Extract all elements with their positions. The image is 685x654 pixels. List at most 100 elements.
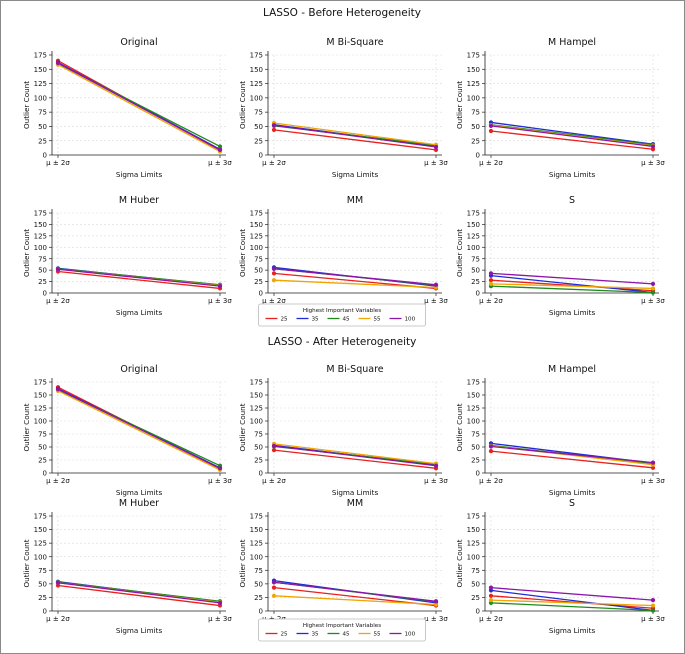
y-tick-label: 0	[43, 608, 47, 616]
y-tick-label: 100	[250, 418, 263, 426]
y-tick-label: 150	[467, 526, 480, 534]
legend-label-25: 25	[281, 632, 289, 638]
subplot-1-0: 0 25 50 75 100 125 150 175 μ ± 2σ μ ± 3σ Original S…	[22, 364, 232, 497]
y-tick-label: 125	[250, 232, 263, 240]
y-tick-label: 25	[254, 457, 263, 465]
y-tick-label: 50	[38, 580, 47, 588]
subplot-0-3: 0 25 50 75 100 125 150 175 μ ± 2σ μ ± 3σ M Huber Si…	[22, 195, 232, 317]
y-tick-label: 75	[38, 109, 47, 117]
legend-label-100: 100	[405, 317, 416, 323]
y-tick-label: 175	[250, 513, 263, 521]
y-tick-label: 100	[34, 418, 47, 426]
y-tick-label: 100	[34, 244, 47, 252]
y-axis-label: Outlier Count	[22, 81, 31, 129]
series-line-100	[273, 268, 437, 286]
y-axis-label: Outlier Count	[238, 81, 247, 129]
series-line-45	[490, 124, 654, 146]
subplot-0-2: 0 25 50 75 100 125 150 175 μ ± 2σ μ ± 3σ M Hampel S…	[455, 37, 665, 179]
series-line-25	[490, 595, 654, 609]
y-tick-label: 25	[38, 137, 47, 145]
x-tick-label: μ ± 3σ	[424, 297, 448, 305]
y-tick-label: 0	[476, 290, 480, 298]
data-point-100	[488, 271, 494, 276]
data-point-100	[55, 387, 61, 392]
y-tick-label: 125	[467, 80, 480, 88]
data-point-100	[55, 580, 61, 585]
y-tick-label: 125	[250, 80, 263, 88]
y-tick-label: 0	[476, 470, 480, 478]
y-tick-label: 150	[34, 66, 47, 74]
subplot-1-2: 0 25 50 75 100 125 150 175 μ ± 2σ μ ± 3σ M Hampel S…	[455, 364, 665, 497]
series-line-100	[57, 582, 221, 604]
y-tick-label: 25	[471, 457, 480, 465]
y-axis-label: Outlier Count	[238, 229, 247, 277]
x-tick-label: μ ± 2σ	[262, 159, 286, 167]
x-tick-label: μ ± 2σ	[46, 297, 70, 305]
data-point-55	[650, 286, 656, 291]
subplot-title: M Huber	[119, 498, 159, 509]
series-line-55	[57, 390, 221, 471]
series-line-55	[57, 64, 221, 153]
legend-box	[258, 618, 426, 642]
data-point-25	[271, 271, 277, 276]
series-line-45	[490, 285, 654, 294]
x-tick-label: μ ± 2σ	[479, 477, 503, 485]
subplot-title: S	[569, 195, 575, 206]
subplot-title: M Hampel	[548, 364, 596, 375]
subplot-title: MM	[347, 195, 363, 206]
y-tick-label: 150	[250, 221, 263, 229]
y-tick-label: 100	[34, 553, 47, 561]
y-tick-label: 150	[34, 221, 47, 229]
y-tick-label: 125	[250, 405, 263, 413]
y-tick-label: 0	[43, 470, 47, 478]
subplot-title: M Bi-Square	[326, 364, 383, 375]
x-tick-label: μ ± 3σ	[424, 159, 448, 167]
x-axis-label: Sigma Limits	[116, 170, 163, 179]
subplot-1-3: 0 25 50 75 100 125 150 175 μ ± 2σ μ ± 3σ M Huber Si…	[22, 498, 232, 635]
y-tick-label: 175	[467, 513, 480, 521]
y-tick-label: 150	[34, 526, 47, 534]
y-tick-label: 50	[38, 267, 47, 275]
y-tick-label: 0	[476, 608, 480, 616]
y-tick-label: 100	[34, 94, 47, 102]
y-tick-label: 150	[467, 392, 480, 400]
data-point-45	[217, 144, 223, 149]
series-line-100	[490, 445, 654, 464]
x-tick-label: μ ± 3σ	[641, 477, 665, 485]
y-tick-label: 25	[471, 594, 480, 602]
data-point-100	[433, 144, 439, 150]
series-line-25	[273, 129, 437, 151]
y-tick-label: 75	[38, 255, 47, 263]
series-line-100	[490, 125, 654, 148]
data-point-100	[433, 599, 439, 604]
y-axis-label: Outlier Count	[455, 403, 464, 451]
series-line-25	[273, 449, 437, 469]
x-axis-label: Sigma Limits	[549, 626, 596, 635]
data-point-100	[271, 443, 277, 449]
y-tick-label: 75	[471, 255, 480, 263]
y-tick-label: 25	[471, 137, 480, 145]
legend-label-35: 35	[312, 317, 320, 323]
x-axis-label: Sigma Limits	[116, 308, 163, 317]
y-tick-label: 25	[38, 278, 47, 286]
y-tick-label: 175	[250, 210, 263, 218]
x-tick-label: μ ± 3σ	[208, 615, 232, 623]
y-axis-label: Outlier Count	[238, 539, 247, 587]
subplot-0-5: 0 25 50 75 100 125 150 175 μ ± 2σ μ ± 3σ S Sigma Li…	[455, 195, 665, 317]
y-tick-label: 0	[259, 290, 263, 298]
data-point-45	[650, 290, 656, 295]
y-tick-label: 75	[254, 567, 263, 575]
y-axis-label: Outlier Count	[455, 539, 464, 587]
y-tick-label: 100	[467, 553, 480, 561]
y-tick-label: 150	[250, 526, 263, 534]
x-tick-label: μ ± 2σ	[479, 615, 503, 623]
legend-label-55: 55	[374, 317, 382, 323]
y-tick-label: 125	[250, 540, 263, 548]
data-point-25	[488, 278, 494, 283]
data-point-25	[488, 449, 494, 454]
y-tick-label: 50	[254, 267, 263, 275]
subplot-title: M Bi-Square	[326, 37, 383, 48]
data-point-55	[433, 602, 439, 607]
series-line-55	[273, 279, 437, 289]
